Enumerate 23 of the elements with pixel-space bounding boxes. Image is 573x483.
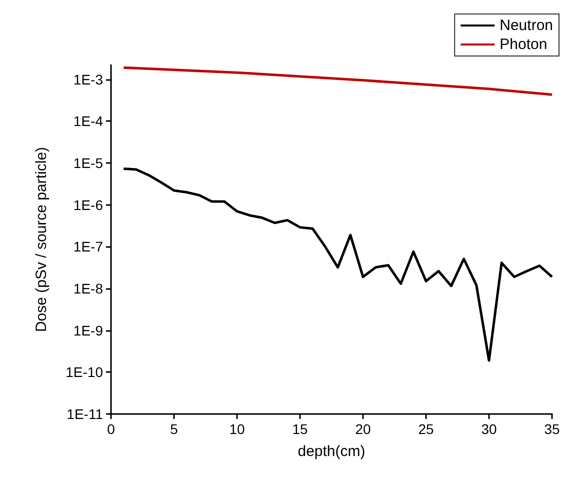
x-tick-label: 20	[355, 421, 371, 437]
y-tick-label: 1E-11	[66, 406, 104, 422]
y-tick-label: 1E-4	[73, 113, 104, 130]
x-tick-label: 10	[229, 421, 245, 437]
y-tick-label: 1E-7	[73, 238, 104, 255]
y-tick-label: 1E-10	[66, 364, 104, 380]
legend-label: Neutron	[500, 17, 554, 34]
y-tick-label: 1E-6	[73, 196, 104, 213]
legend-label: Photon	[500, 36, 548, 53]
line-series	[122, 66, 554, 96]
x-axis-title: depth(cm)	[298, 443, 366, 460]
x-tick-label: 5	[170, 421, 178, 437]
y-tick-label: 1E-5	[73, 154, 104, 171]
x-tick-label: 15	[292, 421, 308, 437]
x-tick-label: 35	[544, 421, 560, 437]
y-tick-label: 1E-8	[73, 280, 104, 296]
y-axis-title: Dose (pSv / source particle)	[33, 146, 50, 332]
y-tick-label: 1E-3	[73, 71, 104, 88]
x-tick-label: 30	[481, 421, 497, 437]
x-tick-label: 0	[107, 421, 116, 437]
x-tick-label: 25	[418, 421, 434, 437]
y-tick-label: 1E-9	[73, 322, 104, 338]
line-series	[122, 167, 554, 362]
